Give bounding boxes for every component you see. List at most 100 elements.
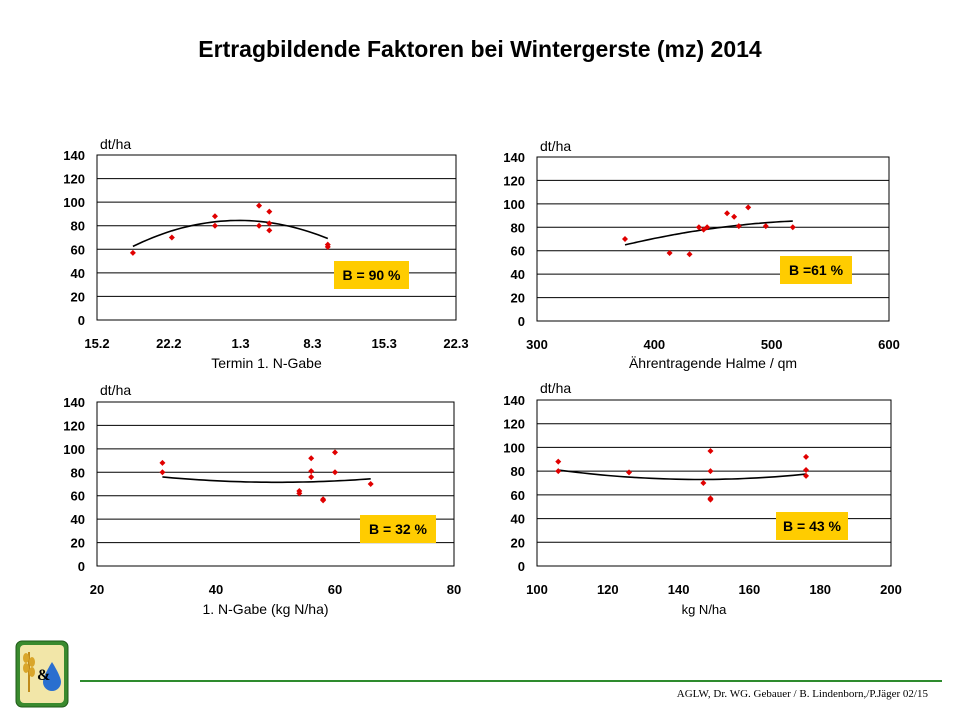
data-point [555,458,562,465]
y-tick-label: 120 [503,417,525,432]
y-tick-label: 60 [511,488,525,503]
y-tick-label: 0 [78,559,85,574]
data-point [622,236,628,242]
x-tick-label: 22.3 [443,336,468,351]
y-tick-label: 140 [63,148,85,163]
footer-credit: AGLW, Dr. WG. Gebauer / B. Lindenborn,/P… [676,688,928,700]
y-tick-label: 60 [71,242,85,257]
data-point [735,223,742,230]
x-tick-label: 15.3 [372,336,397,351]
chart-n-gabe: 0 20 40 60 80 100 120 140 20 40 60 80 dt/ha 1. N-Gabe… [63,382,461,617]
x-tick-label: 400 [643,337,665,352]
data-point [789,224,796,231]
data-point [332,449,338,456]
x-tick-label: 15.2 [84,336,109,351]
y-unit-label: dt/ha [100,136,131,152]
x-tick-label: 60 [328,582,342,597]
footer-divider [80,680,942,682]
data-point [320,497,327,504]
chart-kg-n: 0 20 40 60 80 100 120 140 100 120 140 160 180 200 dt/h… [503,380,902,617]
data-point [266,208,273,215]
x-tick-label: 22.2 [156,336,181,351]
trend-curve [132,219,329,248]
x-tick-label: 80 [447,582,461,597]
logo-icon: & [15,640,69,708]
data-point [256,202,263,209]
x-tick-label: 500 [761,337,783,352]
r-squared-label: B =61 % [789,262,844,278]
y-unit-label: dt/ha [540,380,571,396]
data-point [626,469,633,476]
data-point [129,249,136,256]
y-unit-label: dt/ha [100,382,131,398]
logo-ampersand: & [37,667,50,684]
data-point [159,459,166,466]
x-tick-label: 1.3 [232,336,250,351]
data-point [159,469,166,476]
data-point [803,472,810,479]
y-tick-label: 20 [71,289,85,304]
y-tick-label: 100 [503,197,525,212]
y-tick-label: 100 [63,442,85,457]
r-squared-label: B = 43 % [783,518,842,534]
plot-frame [96,401,455,567]
slide-title: Ertragbildende Faktoren bei Wintergerste… [198,36,762,62]
x-axis-label: Ährentragende Halme / qm [629,355,797,371]
data-point [700,480,707,486]
data-point [367,481,374,487]
y-tick-label: 40 [71,512,85,527]
y-tick-label: 120 [63,172,85,187]
y-unit-label: dt/ha [540,138,571,154]
x-tick-label: 140 [668,582,690,597]
r-squared-label: B = 32 % [369,521,428,537]
trend-curve [624,220,793,246]
data-point [686,251,693,258]
x-tick-label: 600 [878,337,900,352]
r-squared-badge [360,515,436,543]
r-squared-label: B = 90 % [343,267,402,283]
y-tick-label: 140 [63,395,85,410]
y-tick-label: 20 [71,536,85,551]
wheat-and-water-drop-logo: & [15,640,69,708]
chart-halme: 0 20 40 60 80 100 120 140 300 400 500 600 dt/ha Ähren… [503,138,900,371]
data-point [745,204,752,211]
data-point [324,241,331,248]
x-axis-label: kg N/ha [682,602,728,617]
x-tick-label: 100 [526,582,548,597]
data-point [666,250,673,257]
x-axis-label: 1. N-Gabe (kg N/ha) [202,601,328,617]
y-tick-label: 0 [518,559,525,574]
x-axis-label: Termin 1. N-Gabe [211,355,322,371]
plot-frame [536,399,892,567]
data-point [332,469,338,476]
r-squared-badge [780,256,852,284]
y-tick-label: 40 [511,267,525,282]
plot-frame [96,154,457,321]
r-squared-badge [334,261,409,289]
y-tick-label: 60 [511,244,525,259]
plot-frame [536,156,890,322]
chart-termin: 0 20 40 60 80 100 120 140 15.2 22.2 1.3 8.3 15.3 22.3… [63,136,468,371]
y-tick-label: 100 [63,195,85,210]
data-point [731,213,738,220]
data-point [296,488,303,495]
data-point [707,468,714,475]
y-tick-label: 80 [511,220,525,235]
data-point [266,220,273,227]
trend-curve [162,476,371,484]
y-tick-label: 40 [511,512,525,527]
trend-curve [558,469,807,481]
y-tick-label: 0 [78,313,85,328]
data-point [211,213,218,220]
x-tick-label: 300 [526,337,548,352]
data-point [266,227,273,234]
y-tick-label: 40 [71,266,85,281]
data-point [695,224,702,231]
y-tick-label: 140 [503,150,525,165]
x-tick-label: 20 [90,582,104,597]
x-tick-label: 200 [880,582,902,597]
y-tick-label: 100 [503,440,525,455]
x-tick-label: 40 [209,582,223,597]
y-tick-label: 120 [503,173,525,188]
